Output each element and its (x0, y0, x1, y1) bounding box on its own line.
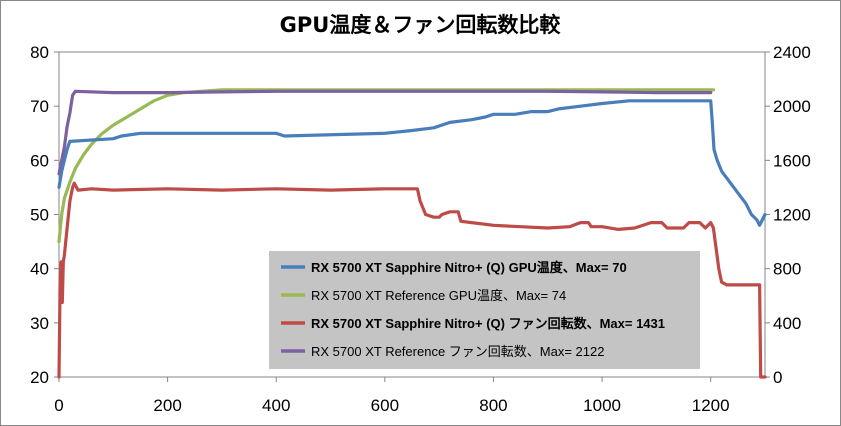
y-left-tick-label: 40 (30, 260, 49, 279)
legend-label: RX 5700 XT Sapphire Nitro+ (Q) GPU温度、Max… (311, 260, 627, 275)
y-right-tick-label: 0 (773, 368, 782, 387)
y-right-tick-label: 2400 (773, 43, 811, 62)
series-line-2 (57, 88, 716, 244)
x-tick-label: 1000 (583, 396, 621, 415)
y-right-tick-label: 1600 (773, 151, 811, 170)
legend-label: RX 5700 XT Reference GPU温度、Max= 74 (311, 288, 566, 303)
x-tick-label: 0 (54, 396, 63, 415)
x-tick-label: 800 (479, 396, 507, 415)
series-lines (57, 88, 767, 379)
series-line-1 (57, 99, 767, 227)
y-right-tick-label: 400 (773, 314, 801, 333)
x-tick-label: 1200 (692, 396, 730, 415)
series-line-3 (57, 181, 767, 379)
x-tick-label: 400 (262, 396, 290, 415)
series-line-4 (57, 89, 713, 176)
legend: RX 5700 XT Sapphire Nitro+ (Q) GPU温度、Max… (269, 251, 700, 369)
y-right-tick-label: 800 (773, 260, 801, 279)
x-tick-label: 600 (371, 396, 399, 415)
y-right-tick-label: 2000 (773, 97, 811, 116)
chart-title: GPU温度＆ファン回転数比較 (280, 13, 562, 37)
y-right-tick-label: 1200 (773, 206, 811, 225)
y-left-tick-label: 20 (30, 368, 49, 387)
y-left-tick-label: 70 (30, 97, 49, 116)
legend-box (269, 251, 700, 369)
y-left-tick-label: 50 (30, 206, 49, 225)
x-tick-label: 200 (153, 396, 181, 415)
y-left-tick-label: 60 (30, 151, 49, 170)
legend-label: RX 5700 XT Sapphire Nitro+ (Q) ファン回転数、Ma… (311, 316, 665, 331)
y-left-tick-label: 80 (30, 43, 49, 62)
legend-label: RX 5700 XT Reference ファン回転数、Max= 2122 (311, 344, 604, 359)
y-left-tick-label: 30 (30, 314, 49, 333)
